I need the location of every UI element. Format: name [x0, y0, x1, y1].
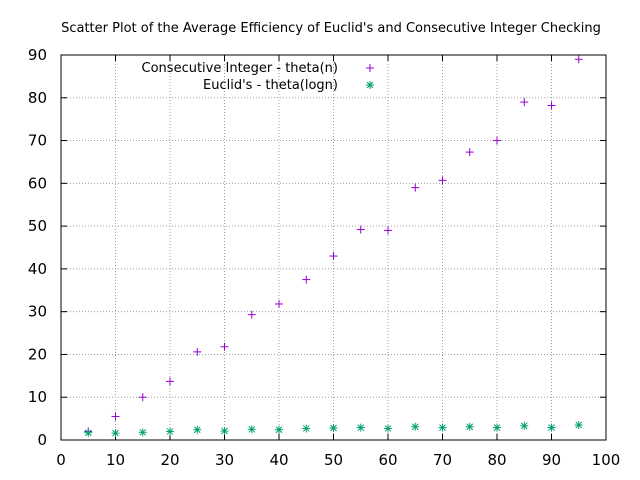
data-point-euclid [520, 421, 529, 430]
y-tick-label: 0 [37, 431, 47, 449]
y-tick-label: 30 [28, 303, 47, 321]
x-tick-label: 30 [215, 451, 234, 469]
data-point-consecutive [356, 225, 365, 234]
data-point-euclid [220, 427, 229, 436]
data-point-euclid [384, 424, 392, 433]
legend: Consecutive Integer - theta(n) Euclid's -… [142, 61, 374, 93]
grid [61, 55, 606, 440]
data-point-euclid [138, 428, 147, 437]
data-point-consecutive [220, 342, 229, 351]
chart-title: Scatter Plot of the Average Efficiency o… [61, 21, 601, 36]
data-point-euclid [356, 423, 365, 432]
y-tick-label: 20 [28, 345, 47, 363]
legend-label: Consecutive Integer - theta(n) [142, 61, 338, 76]
y-tick-label: 70 [28, 132, 47, 150]
data-points [84, 55, 583, 438]
data-point-euclid [465, 422, 474, 431]
x-tick-label: 40 [269, 451, 288, 469]
y-tick-label: 10 [28, 388, 47, 406]
data-point-consecutive [547, 101, 556, 110]
x-tick-label: 70 [433, 451, 452, 469]
data-point-euclid [247, 425, 256, 434]
y-tick-label: 60 [28, 174, 47, 192]
data-point-consecutive [520, 98, 529, 107]
data-point-euclid [193, 425, 202, 434]
x-tick-label: 60 [378, 451, 397, 469]
data-point-consecutive [302, 275, 311, 284]
data-point-consecutive [247, 310, 256, 319]
data-point-euclid [111, 429, 120, 438]
data-point-consecutive [138, 393, 147, 402]
y-axis-ticks: 0 10 20 30 40 50 60 70 80 90 [28, 46, 606, 449]
data-point-consecutive [493, 136, 501, 145]
data-point-consecutive [465, 148, 474, 157]
x-tick-label: 90 [542, 451, 561, 469]
data-point-consecutive [411, 183, 420, 192]
data-point-consecutive [111, 412, 120, 421]
x-axis-ticks: 0 10 20 30 40 50 60 70 80 90 100 [56, 55, 620, 469]
x-tick-label: 10 [106, 451, 125, 469]
data-point-euclid [166, 427, 174, 436]
data-point-euclid [493, 423, 501, 432]
y-tick-label: 50 [28, 217, 47, 235]
legend-marker [366, 81, 374, 89]
y-tick-label: 90 [28, 46, 47, 64]
data-point-consecutive [384, 226, 392, 235]
data-point-consecutive [166, 377, 174, 386]
data-point-euclid [84, 428, 93, 437]
legend-label: Euclid's - theta(logn) [203, 78, 338, 93]
data-point-euclid [411, 422, 420, 431]
data-point-consecutive [438, 176, 447, 185]
legend-marker [366, 64, 374, 72]
data-point-euclid [547, 423, 556, 432]
x-tick-label: 20 [160, 451, 179, 469]
x-tick-label: 50 [324, 451, 343, 469]
y-tick-label: 80 [28, 89, 47, 107]
y-tick-label: 40 [28, 260, 47, 278]
data-point-euclid [329, 424, 338, 433]
data-point-consecutive [574, 55, 583, 64]
data-point-euclid [302, 424, 311, 433]
data-point-consecutive [275, 299, 283, 308]
data-point-consecutive [193, 347, 202, 356]
data-point-euclid [574, 421, 583, 430]
x-tick-label: 80 [487, 451, 506, 469]
x-tick-label: 100 [592, 451, 621, 469]
x-tick-label: 0 [56, 451, 66, 469]
data-point-euclid [438, 423, 447, 432]
data-point-euclid [275, 425, 283, 434]
data-point-consecutive [329, 252, 338, 261]
